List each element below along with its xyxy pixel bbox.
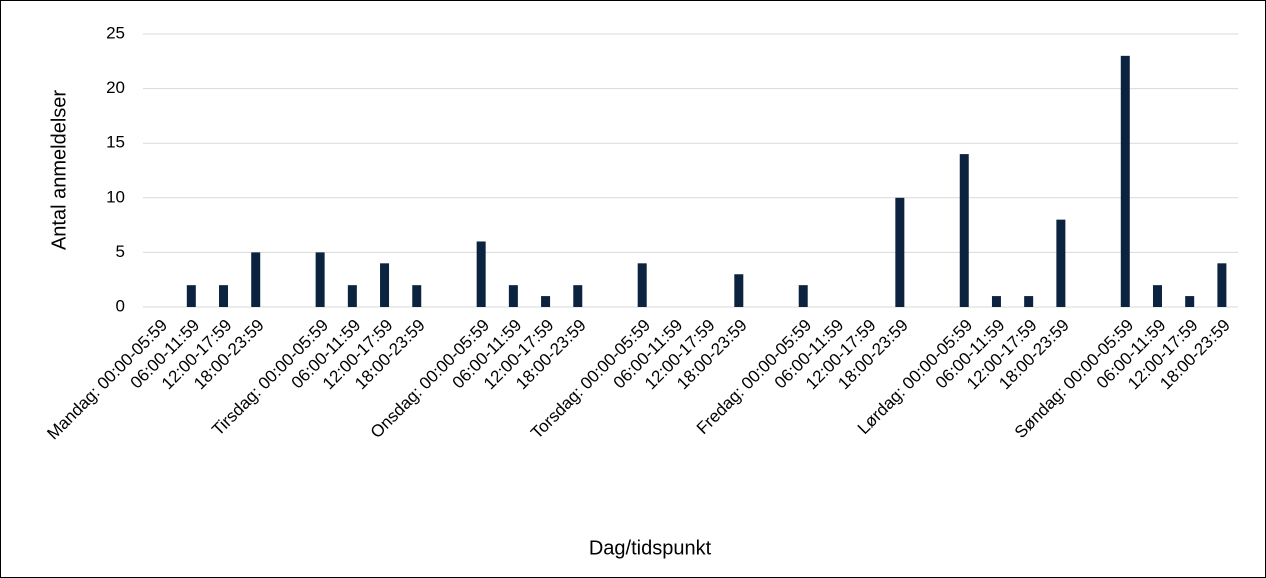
y-tick-label: 20 (106, 78, 125, 97)
bar (1185, 296, 1195, 307)
bar (315, 252, 325, 307)
bar (186, 285, 196, 307)
bar (1056, 219, 1066, 307)
bar (251, 252, 261, 307)
bar (347, 285, 357, 307)
y-tick-label: 15 (106, 133, 125, 152)
y-tick-label: 0 (116, 296, 125, 315)
y-axis-title: Antal anmeldelser (48, 90, 70, 250)
bar (798, 285, 808, 307)
bar (1217, 263, 1227, 307)
bar (573, 285, 583, 307)
y-tick-label: 10 (106, 187, 125, 206)
bar (637, 263, 647, 307)
bar (380, 263, 390, 307)
bar (219, 285, 229, 307)
bar (412, 285, 422, 307)
bar (476, 241, 486, 307)
bar (1152, 285, 1162, 307)
bar (959, 154, 969, 307)
x-axis-title: Dag/tidspunkt (589, 537, 712, 559)
bar (991, 296, 1001, 307)
bar (508, 285, 518, 307)
y-tick-label: 25 (106, 23, 125, 42)
bar (1120, 55, 1130, 308)
bar (541, 296, 551, 307)
bar (1024, 296, 1034, 307)
bar (734, 274, 744, 307)
bar (895, 197, 905, 307)
y-tick-label: 5 (116, 242, 125, 261)
